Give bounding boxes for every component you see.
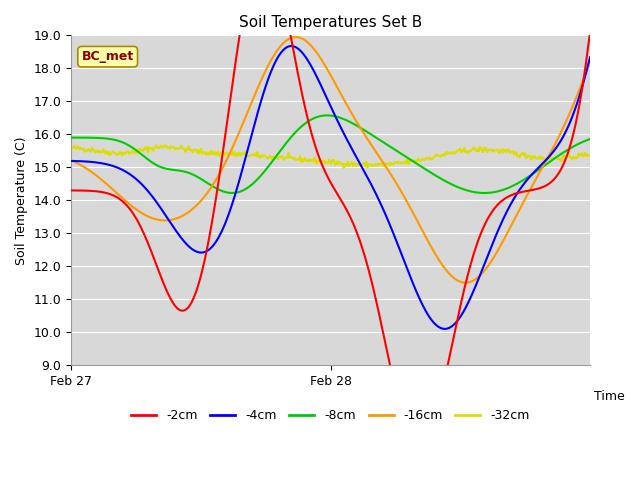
Y-axis label: Soil Temperature (C): Soil Temperature (C) [15,136,28,264]
Legend: -2cm, -4cm, -8cm, -16cm, -32cm: -2cm, -4cm, -8cm, -16cm, -32cm [127,405,535,427]
Text: BC_met: BC_met [81,50,134,63]
Title: Soil Temperatures Set B: Soil Temperatures Set B [239,15,422,30]
Text: Time: Time [595,390,625,403]
